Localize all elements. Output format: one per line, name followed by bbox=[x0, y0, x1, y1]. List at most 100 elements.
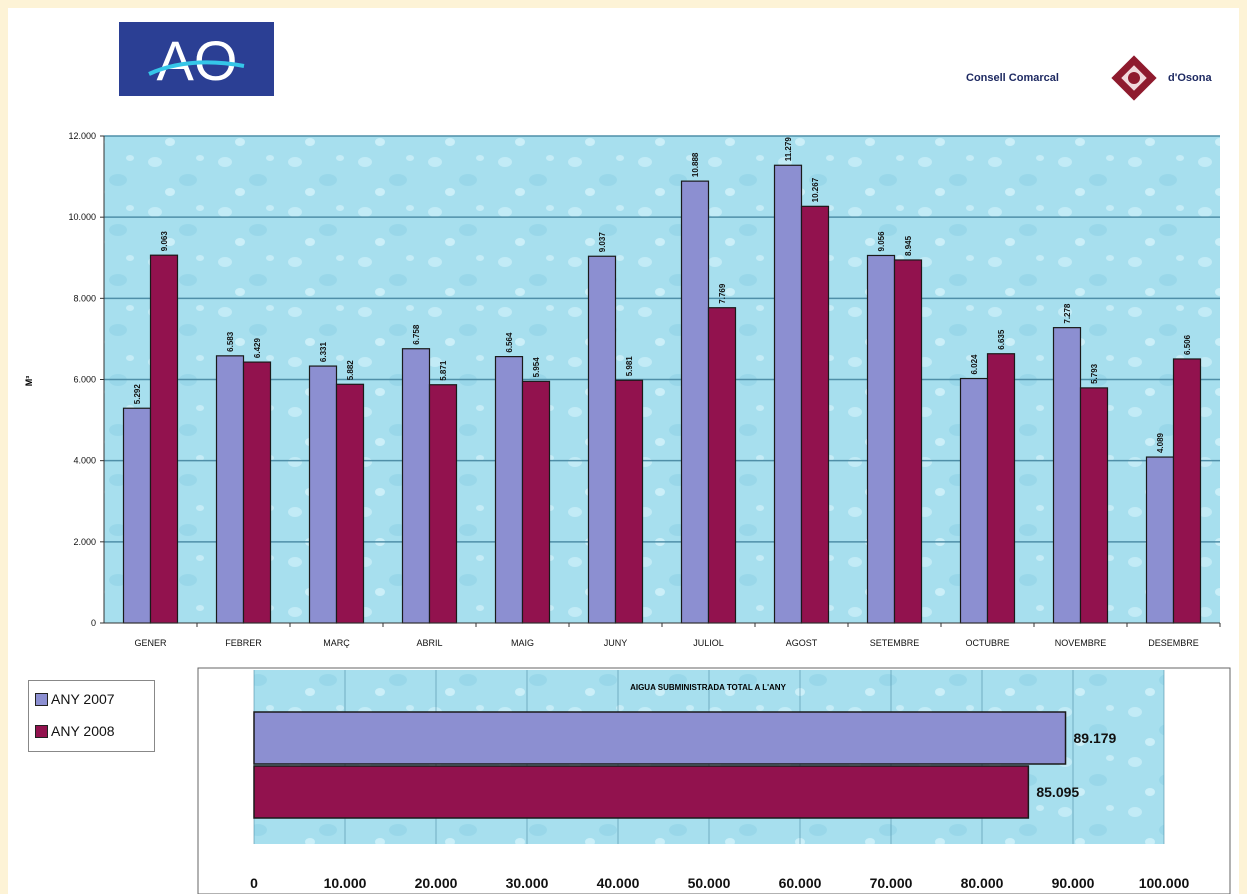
category-label: MARÇ bbox=[323, 638, 350, 648]
totals-x-tick-label: 50.000 bbox=[688, 875, 731, 891]
bar-value-label: 6.564 bbox=[505, 332, 514, 353]
bar-value-label: 6.331 bbox=[319, 341, 328, 362]
bar-value-label: 6.429 bbox=[253, 338, 262, 359]
bar-2008 bbox=[1079, 387, 1109, 624]
bar-value-label: 4.089 bbox=[1156, 432, 1165, 453]
legend-label-2008: ANY 2008 bbox=[51, 723, 115, 739]
category-label: DESEMBRE bbox=[1148, 638, 1199, 648]
bar-value-label: 11.279 bbox=[784, 137, 793, 162]
monthly-data-labels: 5.292 9.063 6.583 6.429 6.331 5.882 6.758 5.871… bbox=[133, 137, 1192, 453]
bar-2007 bbox=[494, 356, 524, 624]
bar-value-label: 6.758 bbox=[412, 324, 421, 345]
category-label: AGOST bbox=[786, 638, 818, 648]
bar-2008 bbox=[521, 380, 551, 624]
bar-2008 bbox=[428, 384, 458, 624]
bar-value-label: 5.292 bbox=[133, 384, 142, 405]
bar-2008 bbox=[986, 353, 1016, 624]
category-label: JULIOL bbox=[693, 638, 724, 648]
totals-title: AIGUA SUBMINISTRADA TOTAL A L'ANY bbox=[630, 683, 786, 692]
bar-2007 bbox=[773, 164, 803, 624]
totals-x-tick-label: 30.000 bbox=[506, 875, 549, 891]
totals-x-ticks: 0 10.000 20.000 30.000 40.000 50.000 60.000 70.… bbox=[250, 875, 1189, 891]
bar-value-label: 5.871 bbox=[439, 360, 448, 381]
bar-2008 bbox=[614, 379, 644, 624]
totals-bars: 89.179 85.095 bbox=[253, 711, 1117, 819]
bar-2007 bbox=[1052, 327, 1082, 624]
bar-2008 bbox=[149, 254, 179, 624]
bar-2008 bbox=[1172, 358, 1202, 624]
category-label: NOVEMBRE bbox=[1055, 638, 1107, 648]
y-tick-label: 4.000 bbox=[73, 456, 96, 466]
bar-2007 bbox=[1145, 456, 1175, 624]
bar-value-label: 5.981 bbox=[625, 356, 634, 377]
category-label: MAIG bbox=[511, 638, 534, 648]
bar-2007 bbox=[680, 180, 710, 624]
totals-x-tick-label: 40.000 bbox=[597, 875, 640, 891]
bar-value-label: 6.506 bbox=[1183, 334, 1192, 355]
bar-value-label: 8.945 bbox=[904, 235, 913, 256]
legend-swatch-2008 bbox=[35, 724, 48, 738]
monthly-category-labels: GENER FEBRER MARÇ ABRIL MAIG JUNY JULIOL AGOST S… bbox=[134, 623, 1221, 648]
bar-value-label: 5.954 bbox=[532, 357, 541, 378]
bar-2007 bbox=[215, 355, 245, 624]
bar-2007 bbox=[122, 407, 152, 624]
totals-x-tick-label: 70.000 bbox=[870, 875, 913, 891]
totals-x-tick-label: 60.000 bbox=[779, 875, 822, 891]
legend-label-2007: ANY 2007 bbox=[51, 691, 115, 707]
org-name-right: d'Osona bbox=[1168, 72, 1212, 84]
bar-2008 bbox=[800, 205, 830, 624]
totals-x-tick-label: 90.000 bbox=[1052, 875, 1095, 891]
bar-value-label: 6.024 bbox=[970, 354, 979, 375]
bar-2008 bbox=[707, 307, 737, 624]
consell-comarcal-logo: Consell Comarcal d'Osona bbox=[966, 52, 1236, 102]
y-tick-label: 10.000 bbox=[68, 212, 96, 222]
bar-2007 bbox=[587, 255, 617, 624]
category-label: JUNY bbox=[604, 638, 628, 648]
bar-value-label: 6.583 bbox=[226, 331, 235, 352]
totals-x-tick-label: 10.000 bbox=[324, 875, 367, 891]
ao-logo-text: AO bbox=[157, 29, 238, 92]
bar-value-label: 7.278 bbox=[1063, 303, 1072, 324]
total-bar-value-label: 85.095 bbox=[1036, 784, 1079, 800]
y-tick-label: 12.000 bbox=[68, 131, 96, 141]
category-label: SETEMBRE bbox=[870, 638, 920, 648]
totals-x-tick-label: 0 bbox=[250, 875, 258, 891]
bar-value-label: 5.793 bbox=[1090, 363, 1099, 384]
monthly-y-ticks: 0 2.000 4.000 6.000 8.000 10.000 12.000 bbox=[68, 131, 104, 628]
bar-2007 bbox=[866, 254, 896, 624]
bar-2007 bbox=[308, 365, 338, 624]
bar-2007 bbox=[401, 348, 431, 624]
totals-x-tick-label: 80.000 bbox=[961, 875, 1004, 891]
y-axis-title: M³ bbox=[24, 376, 34, 387]
osona-emblem-icon bbox=[1111, 55, 1157, 101]
bar-value-label: 9.037 bbox=[598, 232, 607, 253]
legend-swatch-2007 bbox=[35, 692, 48, 706]
bar-2008 bbox=[242, 361, 272, 624]
monthly-gridlines bbox=[104, 135, 1220, 543]
bar-2008 bbox=[893, 259, 923, 624]
ao-logo: AO bbox=[119, 22, 274, 96]
bar-value-label: 5.882 bbox=[346, 360, 355, 381]
totals-x-tick-label: 20.000 bbox=[415, 875, 458, 891]
bar-2008 bbox=[335, 383, 365, 624]
bar-value-label: 6.635 bbox=[997, 329, 1006, 350]
category-label: ABRIL bbox=[416, 638, 442, 648]
monthly-bars bbox=[122, 164, 1202, 624]
legend: ANY 2007 ANY 2008 bbox=[28, 680, 155, 752]
category-label: OCTUBRE bbox=[965, 638, 1009, 648]
bar-2007 bbox=[959, 377, 989, 624]
y-tick-label: 0 bbox=[91, 618, 96, 628]
ao-logo-graphic: AO bbox=[148, 29, 245, 92]
bar-value-label: 9.056 bbox=[877, 231, 886, 252]
y-tick-label: 2.000 bbox=[73, 537, 96, 547]
bar-value-label: 7.769 bbox=[718, 283, 727, 304]
bar-value-label: 10.888 bbox=[691, 152, 700, 177]
category-label: GENER bbox=[134, 638, 167, 648]
org-name-left: Consell Comarcal bbox=[966, 72, 1059, 84]
y-tick-label: 6.000 bbox=[73, 375, 96, 385]
category-label: FEBRER bbox=[225, 638, 262, 648]
bar-value-label: 9.063 bbox=[160, 231, 169, 252]
y-tick-label: 8.000 bbox=[73, 293, 96, 303]
total-bar-value-label: 89.179 bbox=[1074, 730, 1117, 746]
